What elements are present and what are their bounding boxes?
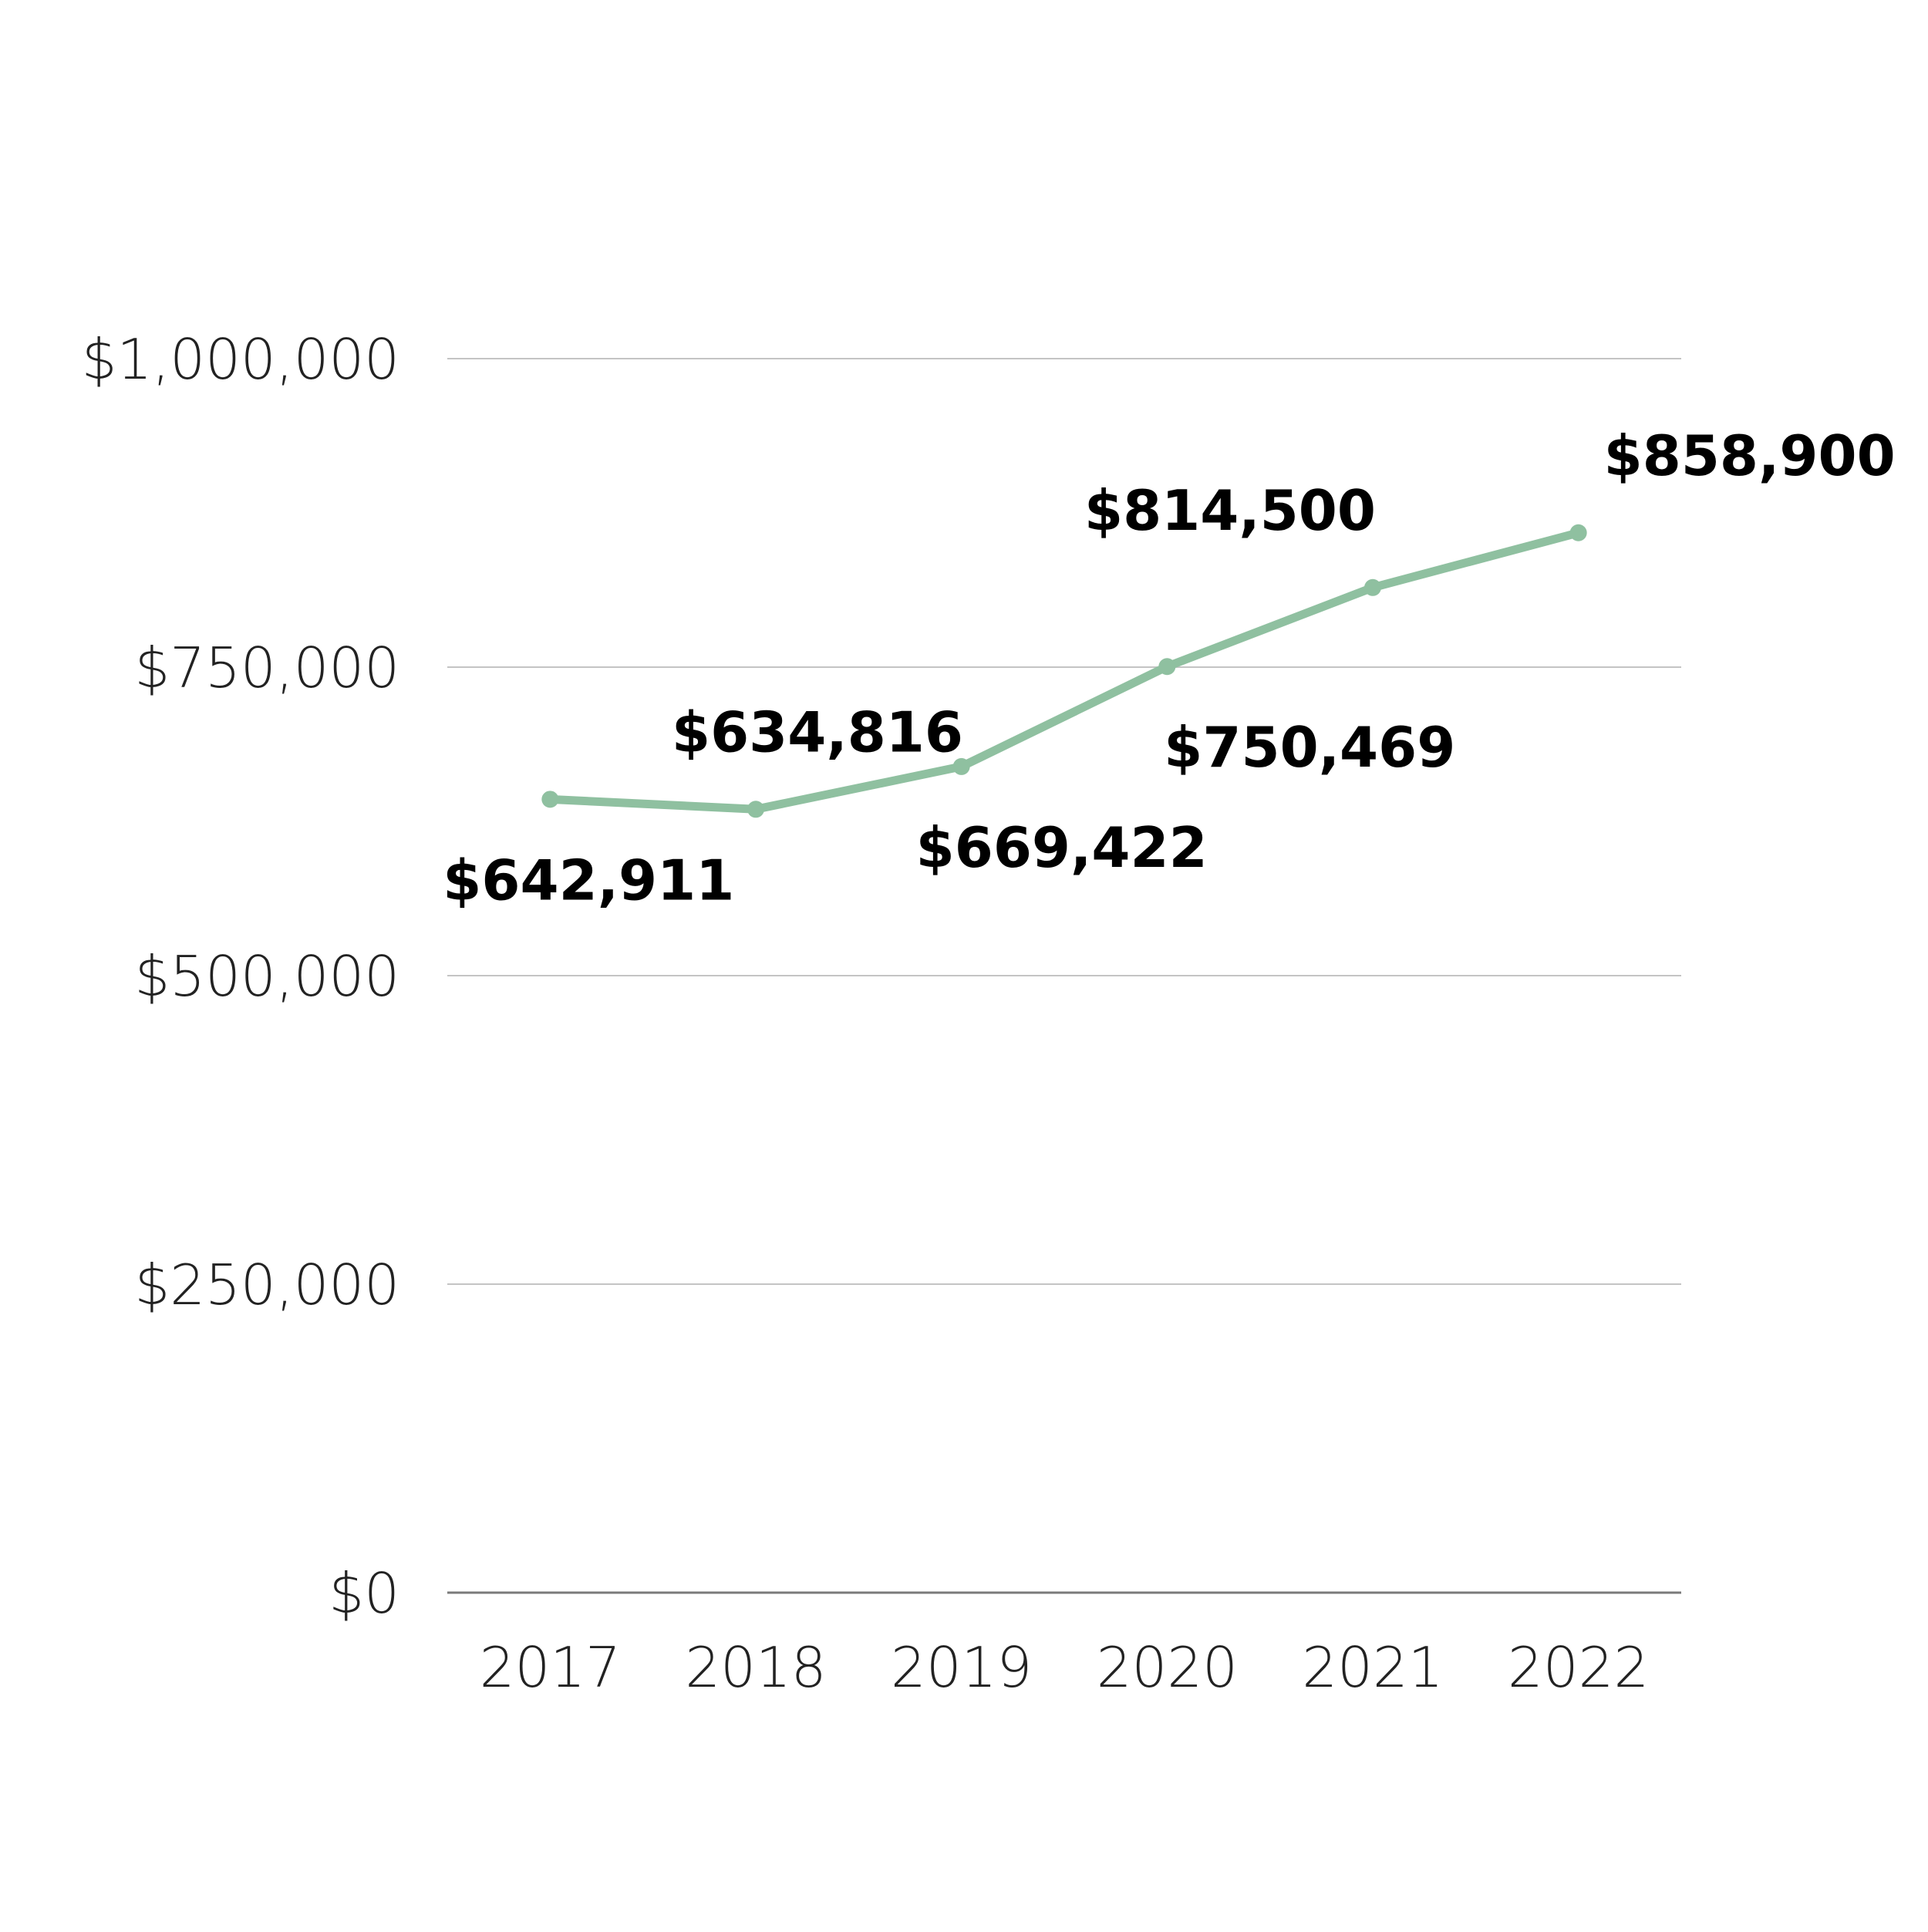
data-points [541,524,1587,818]
data-label: $642,911 [443,848,734,912]
x-tick-label: 2018 [685,1635,826,1700]
series-line [545,528,1583,814]
x-tick-label: 2020 [1097,1635,1238,1700]
y-tick-label: $0 [329,1561,399,1626]
data-label: $858,900 [1604,423,1896,488]
data-labels: $642,911 $634,816 $669,422 $750,469 $814,500… [443,423,1895,913]
data-label: $750,469 [1164,715,1455,780]
data-point [1569,524,1587,541]
x-tick-label: 2017 [480,1635,621,1700]
gridlines [447,358,1681,1594]
data-point [1364,578,1381,596]
data-point [541,791,559,808]
series-line-layer [545,528,1583,814]
data-point [747,801,764,818]
x-tick-label: 2019 [891,1635,1032,1700]
x-tick-label: 2021 [1302,1635,1443,1700]
y-axis-tick-labels: $0 $250,000 $500,000 $750,000 $1,000,000 [82,327,399,1626]
data-label: $634,816 [672,700,963,764]
y-tick-label: $750,000 [134,636,399,700]
data-point [952,757,970,775]
y-tick-label: $500,000 [134,944,399,1009]
data-point [1158,658,1176,676]
data-label: $814,500 [1084,478,1376,543]
x-tick-label: 2022 [1508,1635,1649,1700]
data-label: $669,422 [916,815,1208,880]
y-tick-label: $1,000,000 [82,327,399,392]
y-tick-label: $250,000 [134,1253,399,1317]
x-axis-tick-labels: 2017 2018 2019 2020 2021 2022 [480,1635,1650,1700]
